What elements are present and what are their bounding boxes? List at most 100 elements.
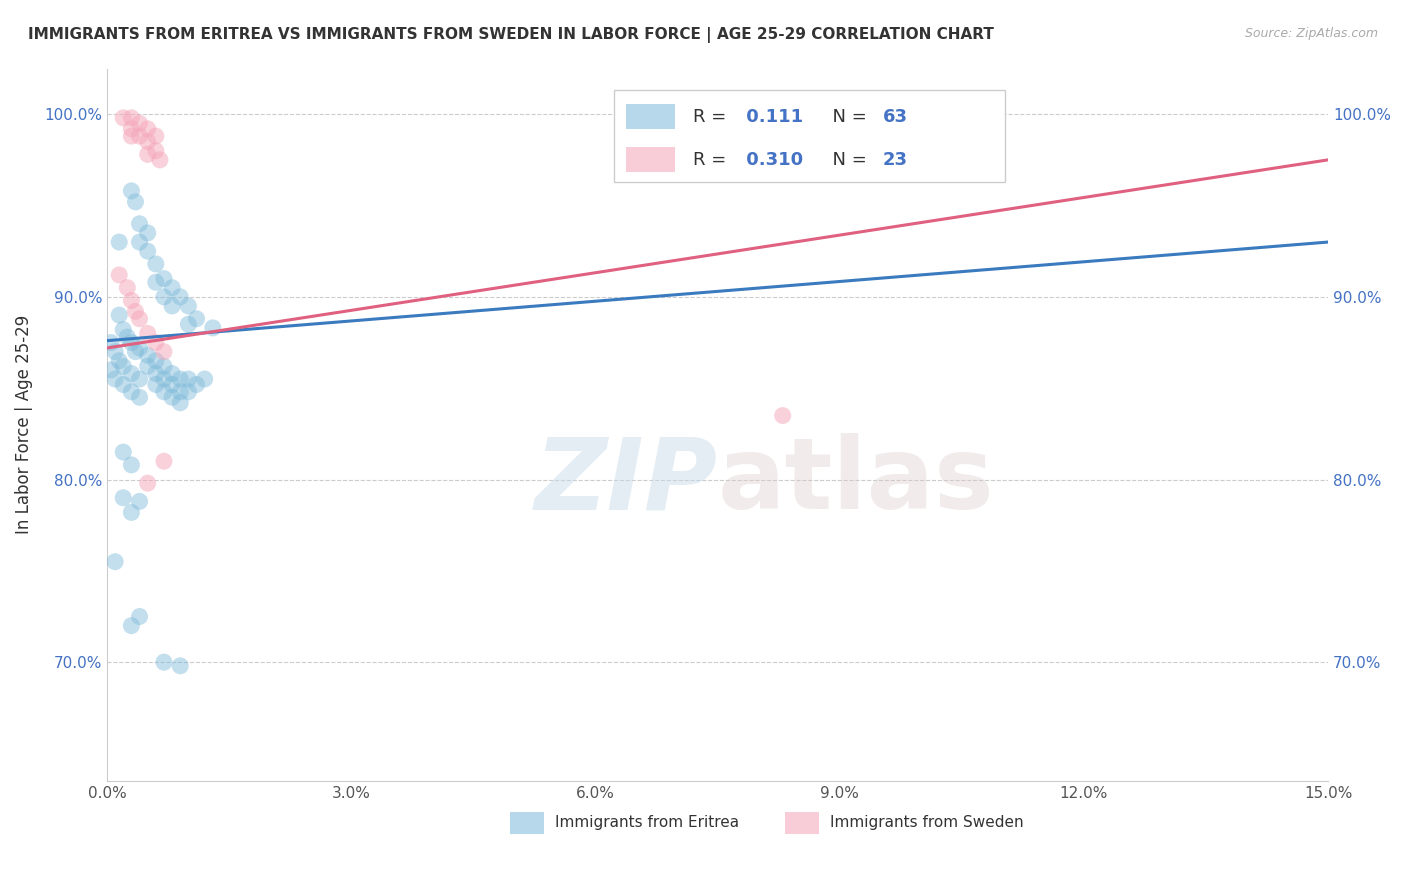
Point [186,377,208,392]
Text: R =: R = [693,151,733,169]
Point [153,372,176,386]
Text: Immigrants from Sweden: Immigrants from Sweden [830,815,1024,830]
FancyBboxPatch shape [626,104,675,129]
Text: ZIP: ZIP [534,434,717,530]
FancyBboxPatch shape [614,90,1004,183]
Point [136,244,159,259]
Point [160,299,183,313]
Point [108,235,131,249]
Point [136,135,159,149]
Point [194,372,217,386]
Text: IMMIGRANTS FROM ERITREA VS IMMIGRANTS FROM SWEDEN IN LABOR FORCE | AGE 25-29 COR: IMMIGRANTS FROM ERITREA VS IMMIGRANTS FR… [28,27,994,43]
Point [177,384,200,399]
Y-axis label: In Labor Force | Age 25-29: In Labor Force | Age 25-29 [15,315,32,534]
Text: 23: 23 [883,151,907,169]
Point [160,390,183,404]
Point [136,226,159,240]
Point [128,341,150,355]
Point [112,323,135,337]
Point [160,367,183,381]
Point [112,111,135,125]
Text: Immigrants from Eritrea: Immigrants from Eritrea [555,815,740,830]
Point [145,275,167,289]
Point [120,121,142,136]
Point [153,290,176,304]
Point [177,299,200,313]
Point [177,317,200,331]
Point [120,184,142,198]
Point [128,217,150,231]
Point [169,290,191,304]
Text: 0.111: 0.111 [740,108,803,126]
Point [153,344,176,359]
Point [120,111,142,125]
Point [124,194,146,209]
Point [112,445,135,459]
Point [145,367,167,381]
Point [108,308,131,322]
Point [145,335,167,350]
Point [136,326,159,341]
Point [100,363,122,377]
FancyBboxPatch shape [626,147,675,172]
Point [104,344,127,359]
Point [112,491,135,505]
Point [128,116,150,130]
Point [128,235,150,249]
Point [112,359,135,374]
Text: atlas: atlas [717,434,994,530]
Point [145,257,167,271]
FancyBboxPatch shape [785,812,818,834]
Point [136,348,159,362]
Point [108,268,131,282]
Point [169,658,191,673]
Point [120,367,142,381]
Point [128,390,150,404]
Point [177,372,200,386]
Point [153,359,176,374]
Point [117,330,139,344]
Point [136,359,159,374]
Point [169,396,191,410]
Point [124,344,146,359]
Point [136,147,159,161]
Point [153,271,176,285]
Point [160,377,183,392]
Text: Source: ZipAtlas.com: Source: ZipAtlas.com [1244,27,1378,40]
Point [772,409,794,423]
Text: 63: 63 [883,108,907,126]
Point [128,129,150,144]
Point [128,609,150,624]
Text: R =: R = [693,108,733,126]
Point [104,555,127,569]
Point [108,353,131,368]
Point [145,144,167,158]
Point [145,129,167,144]
Point [120,458,142,472]
Text: N =: N = [821,151,873,169]
Point [104,372,127,386]
Point [136,121,159,136]
Point [120,618,142,632]
Point [120,384,142,399]
Point [160,281,183,295]
Point [153,454,176,468]
Point [201,321,224,335]
Point [169,372,191,386]
Point [149,153,172,167]
Point [145,377,167,392]
Point [136,476,159,491]
Text: N =: N = [821,108,873,126]
Text: 0.310: 0.310 [740,151,803,169]
Point [120,335,142,350]
Point [128,372,150,386]
FancyBboxPatch shape [510,812,544,834]
Point [120,129,142,144]
Point [186,311,208,326]
Point [153,384,176,399]
Point [100,335,122,350]
Point [145,353,167,368]
Point [117,281,139,295]
Point [112,377,135,392]
Point [124,304,146,318]
